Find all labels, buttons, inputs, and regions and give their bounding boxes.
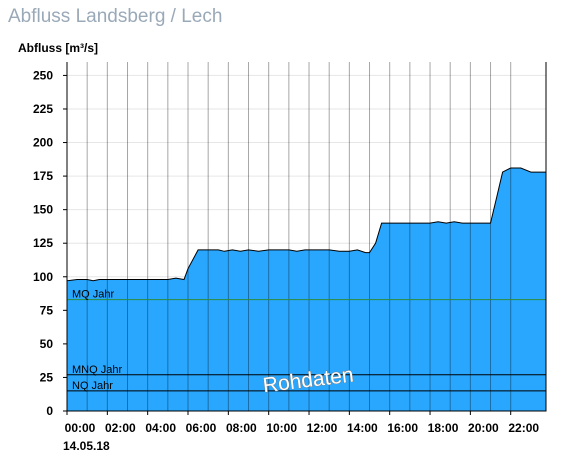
y-tick-label: 25 — [40, 370, 54, 384]
x-tick-label: 10:00 — [266, 421, 297, 435]
x-tick-label: 08:00 — [226, 421, 257, 435]
reference-line-label: MNQ Jahr — [72, 364, 122, 376]
y-tick-label: 100 — [33, 270, 53, 284]
y-tick-label: 125 — [33, 236, 53, 250]
x-tick-label: 22:00 — [508, 421, 539, 435]
x-tick-label: 16:00 — [387, 421, 418, 435]
y-ticks: 0 25 50 75 100 125 150 175 200 225 250 — [33, 68, 67, 418]
x-tick-label: 04:00 — [145, 421, 176, 435]
x-tick-label: 00:00 — [65, 421, 96, 435]
reference-lines: MQ Jahr MNQ Jahr NQ Jahr — [67, 289, 546, 392]
x-tick-label: 14:00 — [347, 421, 378, 435]
reference-line-label: MQ Jahr — [72, 289, 115, 301]
y-tick-label: 225 — [33, 102, 53, 116]
y-tick-label: 250 — [33, 68, 53, 82]
y-tick-label: 175 — [33, 169, 53, 183]
axes — [66, 62, 547, 412]
vertical-gridlines — [86, 62, 512, 411]
reference-line-label: NQ Jahr — [72, 380, 113, 392]
x-tick-label: 02:00 — [105, 421, 136, 435]
chart-title: Abfluss Landsberg / Lech — [8, 6, 223, 27]
y-tick-label: 50 — [40, 337, 54, 351]
x-tick-label: 20:00 — [468, 421, 499, 435]
x-tick-label: 18:00 — [428, 421, 459, 435]
y-tick-label: 0 — [46, 404, 53, 418]
y-tick-label: 200 — [33, 136, 53, 150]
y-tick-label: 150 — [33, 203, 53, 217]
y-tick-label: 75 — [40, 303, 54, 317]
x-tick-label: 12:00 — [307, 421, 338, 435]
discharge-area — [66, 167, 547, 412]
x-ticks: 00:00 02:00 04:00 06:00 08:00 10:00 12:00 14:00… — [65, 411, 539, 435]
x-tick-label: 06:00 — [186, 421, 217, 435]
y-axis-label: Abfluss [m³/s] — [18, 41, 98, 55]
date-label: 14.05.18 — [63, 439, 110, 453]
